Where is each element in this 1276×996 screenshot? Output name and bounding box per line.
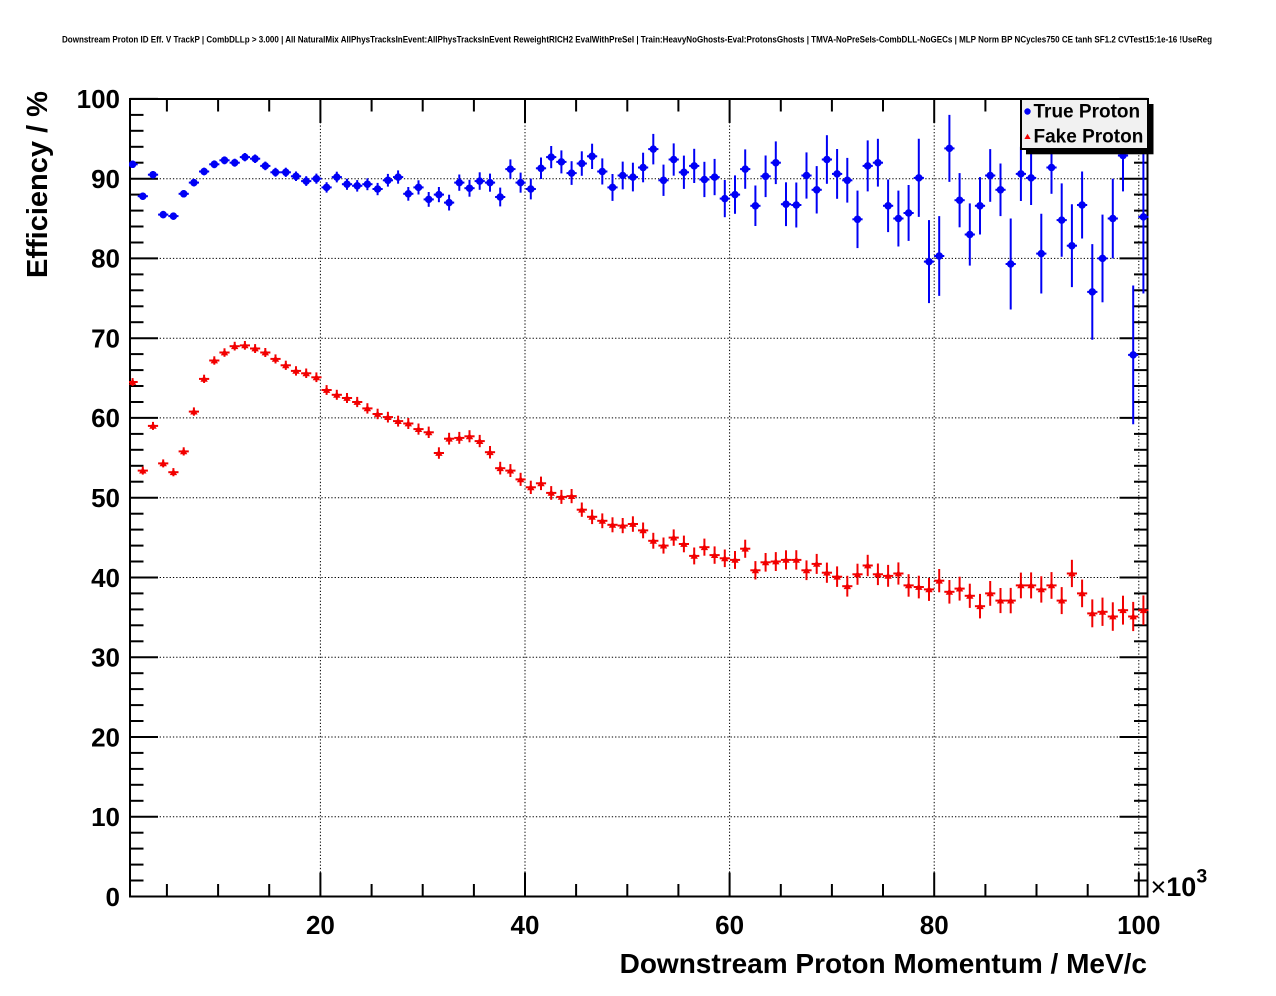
svg-text:20: 20 bbox=[91, 722, 120, 752]
svg-text:40: 40 bbox=[511, 910, 540, 940]
svg-text:90: 90 bbox=[91, 164, 120, 194]
svg-text:True Proton: True Proton bbox=[1034, 102, 1141, 123]
svg-text:100: 100 bbox=[1117, 910, 1160, 940]
svg-text:80: 80 bbox=[920, 910, 949, 940]
svg-text:10: 10 bbox=[91, 802, 120, 832]
svg-text:Downstream Proton Momentum / M: Downstream Proton Momentum / MeV/c bbox=[620, 948, 1147, 979]
svg-text:Downstream Proton ID Eff. V Tr: Downstream Proton ID Eff. V TrackP | Com… bbox=[62, 35, 1212, 45]
svg-text:Efficiency / %: Efficiency / % bbox=[22, 91, 54, 278]
svg-text:50: 50 bbox=[91, 483, 120, 513]
svg-text:Fake Proton: Fake Proton bbox=[1034, 126, 1144, 147]
svg-text:70: 70 bbox=[91, 324, 120, 354]
svg-text:40: 40 bbox=[91, 563, 120, 593]
svg-text:60: 60 bbox=[91, 403, 120, 433]
svg-text:60: 60 bbox=[715, 910, 744, 940]
svg-text:100: 100 bbox=[77, 84, 120, 114]
svg-text:80: 80 bbox=[91, 244, 120, 274]
svg-text:30: 30 bbox=[91, 643, 120, 673]
svg-text:20: 20 bbox=[306, 910, 335, 940]
svg-text:0: 0 bbox=[106, 882, 120, 912]
